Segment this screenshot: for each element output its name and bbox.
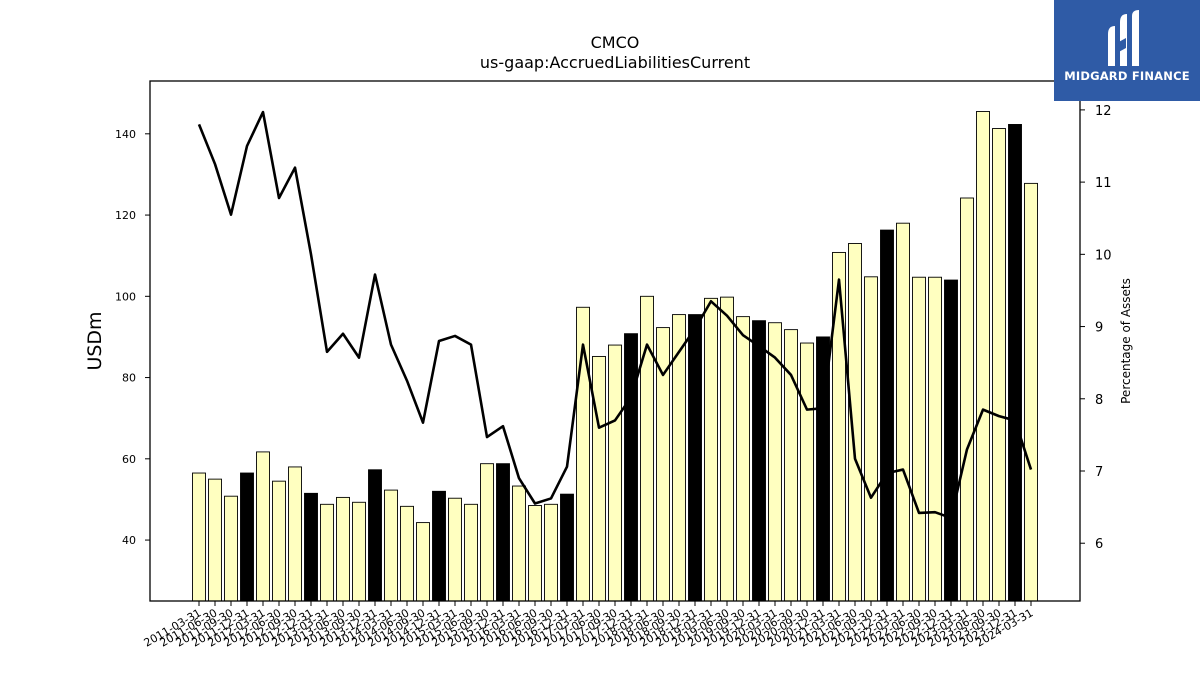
bar-2021-03-31: [832, 251, 846, 602]
bar-2013-03-31: [320, 503, 334, 602]
bar-2021-12-31: [880, 229, 894, 602]
y2-tick-label: 7: [1095, 465, 1103, 480]
bar-2015-03-31: [448, 497, 462, 602]
chart-title: CMCO: [591, 33, 640, 52]
bar-2015-09-30: [480, 463, 494, 602]
bar-2015-06-30: [464, 503, 478, 602]
bar-2017-12-31: [624, 333, 638, 602]
pct-of-assets-line: [197, 110, 1033, 520]
bar-2024-03-31: [1024, 182, 1038, 602]
bar-2012-12-31: [304, 492, 318, 602]
bar-2016-06-30: [528, 505, 542, 602]
bar-2022-12-31: [944, 279, 958, 602]
y-axis-label: USDm: [84, 311, 106, 370]
bar-2018-03-31: [640, 295, 654, 602]
bar-2014-09-30: [416, 522, 430, 602]
bar-2020-09-30: [800, 342, 814, 602]
chart-subtitle: us-gaap:AccruedLiabilitiesCurrent: [480, 53, 750, 72]
y2-tick-label: 12: [1095, 104, 1112, 119]
bar-2014-06-30: [400, 505, 414, 602]
bar-2022-06-30: [912, 276, 926, 602]
y-axis-right: 6 7 8 9 10 11 12: [1080, 104, 1112, 552]
x-axis: 2011-03-312011-06-302011-09-302011-12-31…: [142, 601, 1036, 650]
bar-2019-03-31: [704, 297, 718, 602]
bar-2011-09-30: [224, 495, 238, 602]
bar-2011-06-30: [208, 478, 222, 602]
y-tick-label: 80: [122, 372, 136, 385]
bar-2011-12-31: [240, 472, 254, 602]
y2-tick-label: 10: [1095, 248, 1112, 263]
bar-2013-12-31: [368, 469, 382, 602]
bar-2022-09-30: [928, 276, 942, 602]
bar-2017-09-30: [608, 344, 622, 602]
bar-2018-12-31: [688, 314, 702, 602]
bar-2011-03-31: [192, 472, 206, 602]
bar-2013-09-30: [352, 501, 366, 602]
y-axis-left: 40 60 80 100 120 140: [115, 128, 150, 547]
y-tick-label: 140: [115, 128, 136, 141]
bar-2019-09-30: [736, 316, 750, 602]
bar-2015-12-31: [496, 463, 510, 602]
bar-2023-09-30: [992, 128, 1006, 602]
bar-2021-09-30: [864, 276, 878, 602]
bar-2016-09-30: [544, 503, 558, 602]
y-tick-label: 100: [115, 290, 136, 303]
y-tick-label: 60: [122, 453, 136, 466]
midgard-logo-icon: [1108, 10, 1139, 66]
bar-2023-06-30: [976, 111, 990, 602]
bar-series: [192, 111, 1038, 602]
bar-2017-06-30: [592, 355, 606, 602]
logo: MIDGARD FINANCE: [1054, 0, 1200, 101]
y2-tick-label: 6: [1095, 537, 1103, 552]
bar-2013-06-30: [336, 496, 350, 602]
bar-2019-06-30: [720, 296, 734, 602]
y-tick-label: 40: [122, 534, 136, 547]
bar-2014-12-31: [432, 490, 446, 602]
y2-tick-label: 11: [1095, 176, 1112, 191]
bar-2016-03-31: [512, 485, 526, 602]
y2-axis-label: Percentage of Assets: [1119, 278, 1133, 404]
bar-2014-03-31: [384, 489, 398, 602]
bar-2023-12-31: [1008, 124, 1022, 602]
bar-2012-09-30: [288, 466, 302, 602]
y-tick-label: 120: [115, 209, 136, 222]
bar-2020-03-31: [768, 322, 782, 602]
y2-tick-label: 8: [1095, 393, 1103, 408]
bar-2012-03-31: [256, 451, 270, 602]
bar-2023-03-31: [960, 197, 974, 602]
bar-2016-12-31: [560, 493, 574, 602]
bar-2012-06-30: [272, 480, 286, 602]
bar-2019-12-31: [752, 320, 766, 602]
y2-tick-label: 9: [1095, 321, 1103, 336]
bar-2022-03-31: [896, 222, 910, 602]
logo-text: MIDGARD FINANCE: [1064, 69, 1190, 83]
